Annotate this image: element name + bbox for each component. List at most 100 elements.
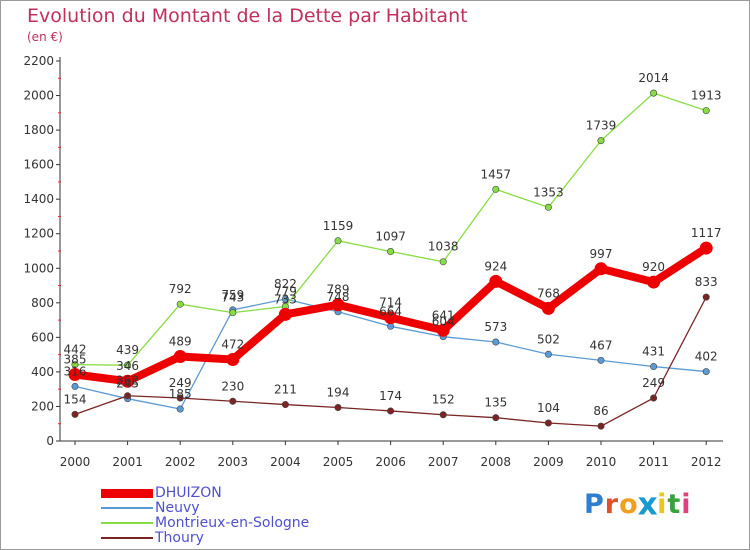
data-point-thoury (650, 394, 658, 402)
y-tick-label: 0 (46, 434, 54, 448)
data-point-dhuizon (541, 301, 555, 315)
data-point-montrieux-en-sologne (176, 300, 184, 308)
data-label-thoury: 154 (64, 392, 87, 406)
data-point-dhuizon (647, 275, 661, 289)
data-point-neuvy (176, 405, 184, 413)
data-label-montrieux-en-sologne: 2014 (638, 71, 669, 85)
data-point-thoury (702, 293, 710, 301)
data-point-montrieux-en-sologne (492, 185, 500, 193)
x-tick-label: 2004 (270, 455, 301, 469)
data-label-neuvy: 502 (537, 332, 560, 346)
legend-item: Neuvy (101, 501, 200, 515)
x-tick-label: 2006 (375, 455, 406, 469)
data-point-neuvy (71, 382, 79, 390)
data-label-montrieux-en-sologne: 1159 (323, 219, 354, 233)
y-tick-label: 1800 (23, 123, 54, 137)
x-tick-label: 2002 (165, 455, 196, 469)
data-point-montrieux-en-sologne (544, 203, 552, 211)
data-point-dhuizon (278, 307, 292, 321)
x-tick-label: 2001 (112, 455, 143, 469)
data-point-thoury (176, 394, 184, 402)
data-label-neuvy: 759 (221, 288, 244, 302)
data-label-montrieux-en-sologne: 792 (169, 282, 192, 296)
legend-item: Montrieux-en-Sologne (101, 516, 309, 530)
x-tick-label: 2012 (691, 455, 722, 469)
data-label-dhuizon: 1117 (691, 226, 722, 240)
x-tick-label: 2003 (218, 455, 249, 469)
y-tick-label: 1000 (23, 261, 54, 275)
data-point-neuvy (650, 363, 658, 371)
y-tick-label: 600 (31, 330, 54, 344)
data-label-thoury: 194 (327, 385, 350, 399)
legend-swatch (101, 507, 153, 509)
data-point-dhuizon (699, 241, 713, 255)
legend-label: Montrieux-en-Sologne (155, 515, 310, 531)
legend-label: Neuvy (155, 500, 200, 516)
data-label-thoury: 833 (695, 275, 718, 289)
y-tick-label: 200 (31, 399, 54, 413)
legend-swatch (101, 522, 153, 524)
x-tick-label: 2000 (60, 455, 91, 469)
data-point-dhuizon (594, 262, 608, 276)
data-point-neuvy (544, 350, 552, 358)
data-label-thoury: 262 (116, 374, 139, 388)
data-label-dhuizon: 385 (64, 353, 87, 367)
unit-label: (en €) (27, 30, 63, 44)
data-point-thoury (124, 392, 132, 400)
data-label-neuvy: 604 (432, 315, 455, 329)
data-label-dhuizon: 924 (484, 259, 507, 273)
data-label-thoury: 249 (642, 376, 665, 390)
data-point-montrieux-en-sologne (71, 361, 79, 369)
data-label-dhuizon: 714 (379, 296, 402, 310)
data-point-dhuizon (331, 298, 345, 312)
data-label-dhuizon: 997 (590, 247, 613, 261)
data-point-dhuizon (173, 350, 187, 364)
data-point-montrieux-en-sologne (439, 258, 447, 266)
data-label-dhuizon: 489 (169, 335, 192, 349)
data-label-dhuizon: 768 (537, 286, 560, 300)
data-label-thoury: 135 (484, 396, 507, 410)
data-point-thoury (71, 410, 79, 418)
data-point-dhuizon (68, 368, 82, 381)
x-tick-label: 2005 (323, 455, 354, 469)
data-label-montrieux-en-sologne: 1913 (691, 89, 722, 103)
data-label-dhuizon: 920 (642, 260, 665, 274)
data-label-neuvy: 573 (484, 320, 507, 334)
data-point-dhuizon (436, 323, 450, 337)
x-tick-label: 2011 (638, 455, 669, 469)
data-point-montrieux-en-sologne (702, 107, 710, 115)
data-label-dhuizon: 641 (432, 308, 455, 322)
data-label-thoury: 249 (169, 376, 192, 390)
legend-item: DHUIZON (101, 486, 222, 500)
data-point-thoury (597, 422, 605, 430)
data-point-dhuizon (489, 274, 503, 288)
data-point-thoury (281, 401, 289, 409)
data-label-thoury: 230 (221, 379, 244, 393)
data-point-dhuizon (384, 311, 398, 325)
data-point-montrieux-en-sologne (597, 137, 605, 145)
data-label-montrieux-en-sologne: 439 (116, 343, 139, 357)
x-tick-label: 2008 (481, 455, 512, 469)
data-point-thoury (334, 403, 342, 411)
data-label-thoury: 152 (432, 393, 455, 407)
data-label-dhuizon: 789 (327, 283, 350, 297)
y-tick-label: 2000 (23, 89, 54, 103)
y-tick-label: 800 (31, 296, 54, 310)
data-label-montrieux-en-sologne: 743 (221, 291, 244, 305)
x-tick-label: 2010 (586, 455, 617, 469)
data-point-montrieux-en-sologne (229, 309, 237, 317)
x-tick-label: 2009 (533, 455, 564, 469)
x-tick-label: 2007 (428, 455, 459, 469)
data-point-thoury (544, 419, 552, 427)
data-label-montrieux-en-sologne: 1457 (481, 167, 512, 181)
data-point-montrieux-en-sologne (334, 237, 342, 245)
data-point-neuvy (597, 356, 605, 364)
y-tick-label: 1200 (23, 227, 54, 241)
data-label-neuvy: 467 (590, 338, 613, 352)
data-point-dhuizon (121, 374, 135, 388)
legend-item: Thoury (101, 531, 204, 545)
y-tick-label: 400 (31, 365, 54, 379)
data-label-neuvy: 402 (695, 350, 718, 364)
legend-label: DHUIZON (155, 485, 222, 501)
